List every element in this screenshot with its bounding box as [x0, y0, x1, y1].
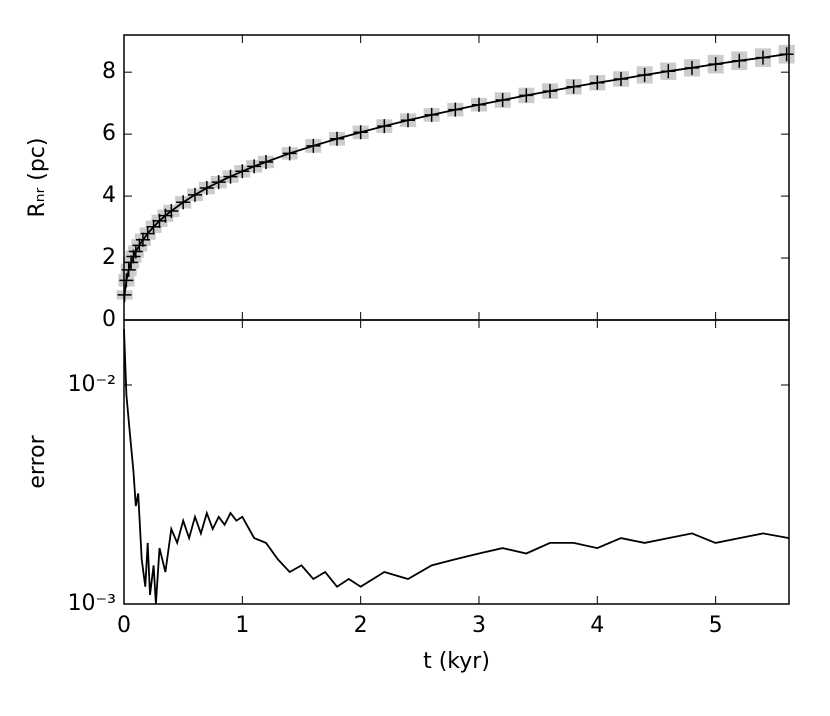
marker: [119, 273, 134, 288]
y-tick-label: 2: [102, 245, 116, 270]
marker: [132, 238, 147, 253]
y-tick-label: 6: [102, 121, 116, 146]
marker: [495, 93, 510, 108]
y-tick-label: 4: [102, 183, 116, 208]
x-axis-label: t (kyr): [423, 649, 490, 674]
x-tick-label: 5: [709, 613, 723, 638]
marker: [519, 88, 534, 103]
marker: [566, 79, 581, 94]
marker: [199, 181, 214, 196]
y-axis-label: error: [25, 434, 50, 488]
marker: [329, 131, 344, 146]
marker: [542, 84, 557, 99]
marker: [661, 64, 676, 79]
marker: [187, 187, 202, 202]
x-tick-label: 3: [472, 613, 486, 638]
marker: [471, 97, 486, 112]
y-tick-label: 0: [102, 307, 116, 332]
marker: [211, 175, 226, 190]
marker: [282, 146, 297, 161]
line: [123, 329, 790, 605]
marker: [247, 159, 262, 174]
marker: [164, 203, 179, 218]
marker: [258, 155, 273, 170]
marker: [590, 75, 605, 90]
marker: [448, 102, 463, 117]
plot-frame: [123, 319, 790, 605]
marker: [755, 50, 770, 65]
marker: [146, 219, 161, 234]
y-axis-label: Rₙᵣ (pc): [25, 138, 50, 218]
marker: [235, 164, 250, 179]
marker: [306, 138, 321, 153]
y-tick-label: 10⁻³: [68, 591, 116, 616]
y-tick-label: 8: [102, 59, 116, 84]
marker: [684, 60, 699, 75]
marker: [223, 169, 238, 184]
marker: [124, 255, 139, 270]
x-tick-label: 2: [354, 613, 368, 638]
marker: [708, 57, 723, 72]
x-tick-label: 0: [117, 613, 131, 638]
marker: [779, 47, 794, 62]
marker: [424, 107, 439, 122]
marker: [128, 244, 143, 259]
marker: [140, 226, 155, 241]
marker: [637, 67, 652, 82]
x-tick-label: 1: [235, 613, 249, 638]
y-tick-label: 10⁻²: [68, 372, 116, 397]
marker: [377, 119, 392, 134]
marker: [613, 71, 628, 86]
marker: [400, 113, 415, 128]
marker: [176, 195, 191, 210]
marker: [732, 53, 747, 68]
marker: [353, 125, 368, 140]
x-tick-label: 4: [590, 613, 604, 638]
